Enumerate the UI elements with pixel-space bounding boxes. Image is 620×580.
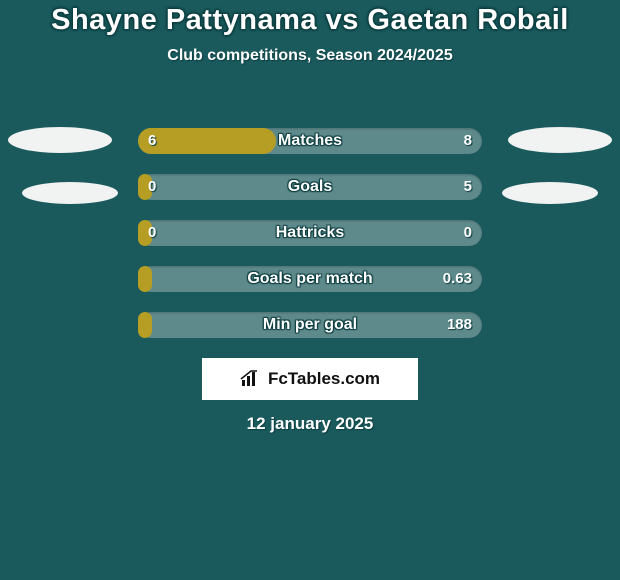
bar-chart-icon [240, 370, 262, 388]
bar-track [138, 174, 482, 200]
stat-row: Hattricks00 [0, 220, 620, 266]
subtitle: Club competitions, Season 2024/2025 [0, 47, 620, 65]
bar-fill [138, 128, 276, 154]
right-ellipse [508, 127, 612, 153]
stat-row: Matches68 [0, 128, 620, 174]
bar-track [138, 220, 482, 246]
stat-row: Min per goal188 [0, 312, 620, 358]
left-ellipse [8, 127, 112, 153]
stat-row: Goals05 [0, 174, 620, 220]
bar-track [138, 312, 482, 338]
bar-fill [138, 266, 152, 292]
left-ellipse [22, 182, 118, 204]
bar-fill [138, 174, 152, 200]
bar-track [138, 266, 482, 292]
title: Shayne Pattynama vs Gaetan Robail [0, 4, 620, 37]
bar-fill [138, 312, 152, 338]
bar-track [138, 128, 482, 154]
stat-row: Goals per match0.63 [0, 266, 620, 312]
h2h-infographic: Shayne Pattynama vs Gaetan Robail Club c… [0, 4, 620, 65]
bar-fill [138, 220, 152, 246]
brand-badge: FcTables.com [202, 358, 418, 400]
date-label: 12 january 2025 [0, 414, 620, 434]
right-ellipse [502, 182, 598, 204]
brand-text: FcTables.com [268, 369, 380, 389]
